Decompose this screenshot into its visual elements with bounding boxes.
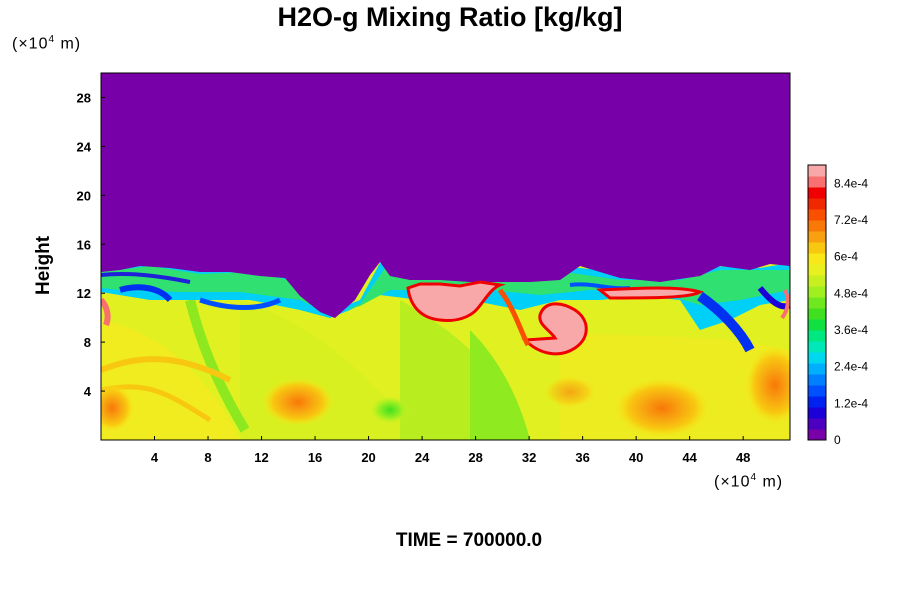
orange-blob-left	[262, 378, 334, 426]
colorbar-swatch	[808, 308, 826, 320]
colorbar-swatch	[808, 209, 826, 221]
x-unit-exponent: 4	[750, 472, 758, 483]
plot-frame	[100, 72, 791, 441]
colorbar-swatch	[808, 385, 826, 397]
blue-streak-1	[101, 272, 191, 284]
blue-streak-3	[199, 297, 282, 310]
y-tick-label: 12	[77, 286, 91, 301]
y-tick-label: 8	[84, 335, 91, 350]
colorbar-swatch	[808, 363, 826, 375]
colorbar-swatch	[808, 341, 826, 353]
orange-streak-left	[101, 356, 232, 383]
colorbar-swatch	[808, 198, 826, 210]
colorbar-swatch	[808, 275, 826, 287]
x-tick-label: 4	[151, 450, 159, 465]
x-axis-unit: (×104 m)	[714, 472, 783, 491]
y-tick-label: 20	[77, 188, 91, 203]
colorbar-frame	[807, 164, 827, 441]
colorbar-label: 7.2e-4	[834, 213, 868, 227]
colorbar-swatch	[808, 374, 826, 386]
pink-edge-left	[101, 297, 111, 327]
green-blob	[370, 396, 410, 424]
y-axis-ticks: 4 8 12 16 20 24 28	[77, 90, 105, 399]
pink-plume-1	[406, 280, 506, 322]
x-unit-base: (×10	[714, 473, 751, 491]
x-unit-tail: m)	[757, 473, 784, 491]
colorbar-label: 1.2e-4	[834, 396, 868, 410]
x-tick-label: 8	[204, 450, 211, 465]
green-streak-left	[185, 298, 250, 433]
colorbar-label: 6e-4	[834, 250, 858, 264]
y-axis-unit: (×104 m)	[12, 34, 81, 53]
y-unit-base: (×10	[12, 35, 49, 53]
x-tick-label: 12	[254, 450, 268, 465]
colorbar-swatch	[808, 187, 826, 199]
x-tick-label: 44	[682, 450, 697, 465]
colorbar-label: 0	[834, 433, 841, 447]
orange-blob-right	[614, 378, 710, 438]
x-tick-label: 16	[308, 450, 322, 465]
colorbar-swatch	[808, 253, 826, 265]
colorbar-label: 4.8e-4	[834, 286, 868, 300]
green-transition-band	[101, 266, 790, 316]
orange-tongue	[497, 288, 531, 347]
blue-streak-2	[119, 284, 173, 303]
orange-blob-edge	[101, 384, 134, 432]
y-tick-label: 24	[77, 139, 92, 154]
colorbar-swatch	[808, 319, 826, 331]
colorbar-swatch	[808, 407, 826, 419]
left-yellow-region	[101, 320, 240, 440]
colorbar-swatch	[808, 396, 826, 408]
colorbar-label: 3.6e-4	[834, 323, 868, 337]
colorbar-label: 2.4e-4	[834, 360, 868, 374]
colorbar-swatch	[808, 231, 826, 243]
orange-blob-mid	[544, 376, 596, 408]
x-axis-ticks: 4 8 12 16 20 24 28 32 36 40 44 48	[151, 436, 750, 465]
colorbar-swatch	[808, 242, 826, 254]
colorbar-swatch	[808, 418, 826, 430]
x-tick-label: 32	[522, 450, 536, 465]
x-tick-label: 20	[361, 450, 375, 465]
colorbar-swatch	[808, 286, 826, 298]
pink-plume-3	[595, 286, 704, 300]
y-tick-label: 4	[84, 384, 92, 399]
x-tick-label: 36	[575, 450, 589, 465]
chart-title: H2O-g Mixing Ratio [kg/kg]	[277, 2, 623, 32]
y-tick-label: 28	[77, 90, 91, 105]
orange-blob-right-edge	[745, 345, 790, 425]
colorbar-swatch	[808, 429, 826, 441]
colorbar-swatch	[808, 297, 826, 309]
y-unit-exponent: 4	[48, 34, 56, 45]
colorbar-swatch	[808, 165, 826, 177]
x-tick-label: 48	[736, 450, 750, 465]
dry-upper-region	[101, 73, 790, 318]
x-tick-label: 28	[468, 450, 482, 465]
colorbar-swatch	[808, 330, 826, 342]
time-label: TIME = 700000.0	[395, 530, 543, 551]
colorbar: 0 1.2e-4 2.4e-4 3.6e-4 4.8e-4 6e-4 7.2e-4 8.4e-…	[807, 164, 868, 447]
x-tick-label: 40	[629, 450, 643, 465]
pink-edge-right	[780, 289, 790, 320]
colorbar-swatch	[808, 264, 826, 276]
blue-streak-right	[697, 291, 755, 353]
colorbar-swatch	[808, 352, 826, 364]
green-band	[470, 330, 530, 440]
colorbar-swatch	[808, 220, 826, 232]
plot-field	[101, 73, 790, 440]
y-tick-label: 16	[77, 237, 91, 252]
pink-plume-2	[521, 302, 588, 356]
x-tick-label: 24	[415, 450, 430, 465]
y-unit-tail: m)	[55, 35, 82, 53]
colorbar-label: 8.4e-4	[834, 176, 868, 190]
colorbar-swatch	[808, 176, 826, 188]
